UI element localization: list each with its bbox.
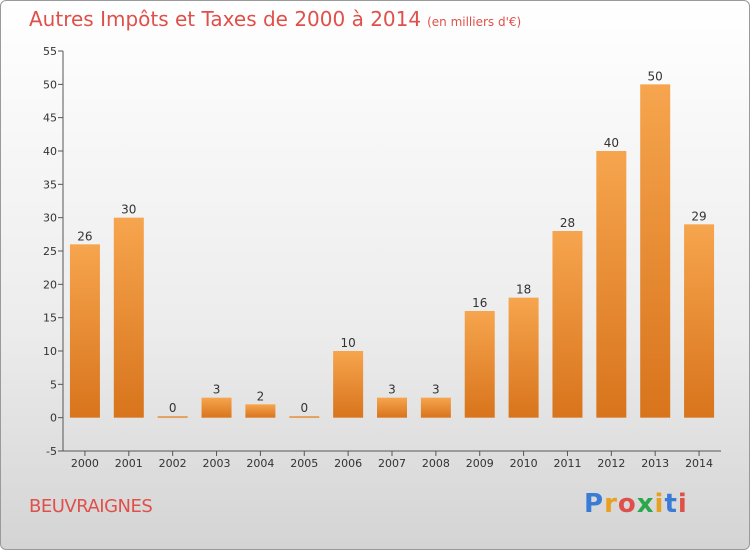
y-tick-label: 10 xyxy=(43,345,57,358)
bar-value-label: 29 xyxy=(691,209,706,223)
bar-value-label: 0 xyxy=(169,401,177,415)
x-tick-label: 2013 xyxy=(641,457,669,470)
logo-letter: i xyxy=(677,489,688,519)
proxiti-logo: Proxiti xyxy=(584,489,688,519)
x-tick-label: 2002 xyxy=(159,457,187,470)
bar-value-label: 16 xyxy=(472,296,487,310)
chart-title-text: Autres Impôts et Taxes de 2000 à 2014 xyxy=(29,7,422,31)
bar xyxy=(420,397,451,418)
bar xyxy=(684,224,715,418)
x-tick-label: 2011 xyxy=(553,457,581,470)
x-tick-label: 2012 xyxy=(597,457,625,470)
bar xyxy=(201,397,232,418)
x-tick-label: 2014 xyxy=(685,457,713,470)
bar xyxy=(464,311,495,418)
x-tick-label: 2001 xyxy=(115,457,143,470)
bar xyxy=(157,416,188,418)
y-tick-label: 5 xyxy=(50,378,57,391)
logo-letter: o xyxy=(617,489,637,519)
commune-name: BEUVRAIGNES xyxy=(29,496,153,517)
y-tick-label: 20 xyxy=(43,278,57,291)
y-tick-label: 35 xyxy=(43,178,57,191)
bar-value-label: 2 xyxy=(257,389,265,403)
logo-letter: r xyxy=(604,489,618,519)
logo-letter: P xyxy=(584,489,605,519)
y-tick-label: 25 xyxy=(43,245,57,258)
bar-value-label: 0 xyxy=(300,401,308,415)
x-tick-label: 2003 xyxy=(203,457,231,470)
x-tick-label: 2007 xyxy=(378,457,406,470)
bar-value-label: 26 xyxy=(77,229,92,243)
bar xyxy=(69,244,100,418)
x-tick-label: 2006 xyxy=(334,457,362,470)
bar xyxy=(377,397,407,418)
y-tick-label: 15 xyxy=(43,312,57,325)
y-tick-label: 55 xyxy=(43,45,57,58)
logo-letter: t xyxy=(664,489,678,519)
x-tick-label: 2009 xyxy=(466,457,494,470)
bar xyxy=(289,416,320,418)
bar xyxy=(508,297,539,418)
x-tick-label: 2005 xyxy=(290,457,318,470)
y-tick-label: 0 xyxy=(50,412,57,425)
bar-value-label: 3 xyxy=(388,383,396,397)
bar xyxy=(245,404,276,418)
x-tick-label: 2000 xyxy=(71,457,99,470)
bar-value-label: 10 xyxy=(340,336,355,350)
bar-value-label: 3 xyxy=(432,383,440,397)
bar-value-label: 3 xyxy=(213,383,221,397)
bar-value-label: 40 xyxy=(604,136,619,150)
y-tick-label: 30 xyxy=(43,212,57,225)
x-tick-label: 2010 xyxy=(510,457,538,470)
bar-value-label: 30 xyxy=(121,203,136,217)
bar xyxy=(640,84,671,418)
bar xyxy=(552,231,583,418)
y-tick-label: 50 xyxy=(43,78,57,91)
logo-letter: i xyxy=(654,489,665,519)
x-tick-label: 2008 xyxy=(422,457,450,470)
y-tick-label: 40 xyxy=(43,145,57,158)
bar xyxy=(596,151,627,418)
y-tick-label: 45 xyxy=(43,112,57,125)
x-tick-label: 2004 xyxy=(246,457,274,470)
bar xyxy=(113,217,144,418)
y-tick-label: -5 xyxy=(46,445,57,458)
bar-value-label: 50 xyxy=(648,69,663,83)
bar-value-label: 18 xyxy=(516,283,531,297)
chart-title-unit: (en milliers d'€) xyxy=(427,15,522,29)
bar-value-label: 28 xyxy=(560,216,575,230)
bar xyxy=(333,351,364,418)
logo-letter: x xyxy=(636,489,655,519)
chart-title: Autres Impôts et Taxes de 2000 à 2014 (en… xyxy=(29,7,521,31)
